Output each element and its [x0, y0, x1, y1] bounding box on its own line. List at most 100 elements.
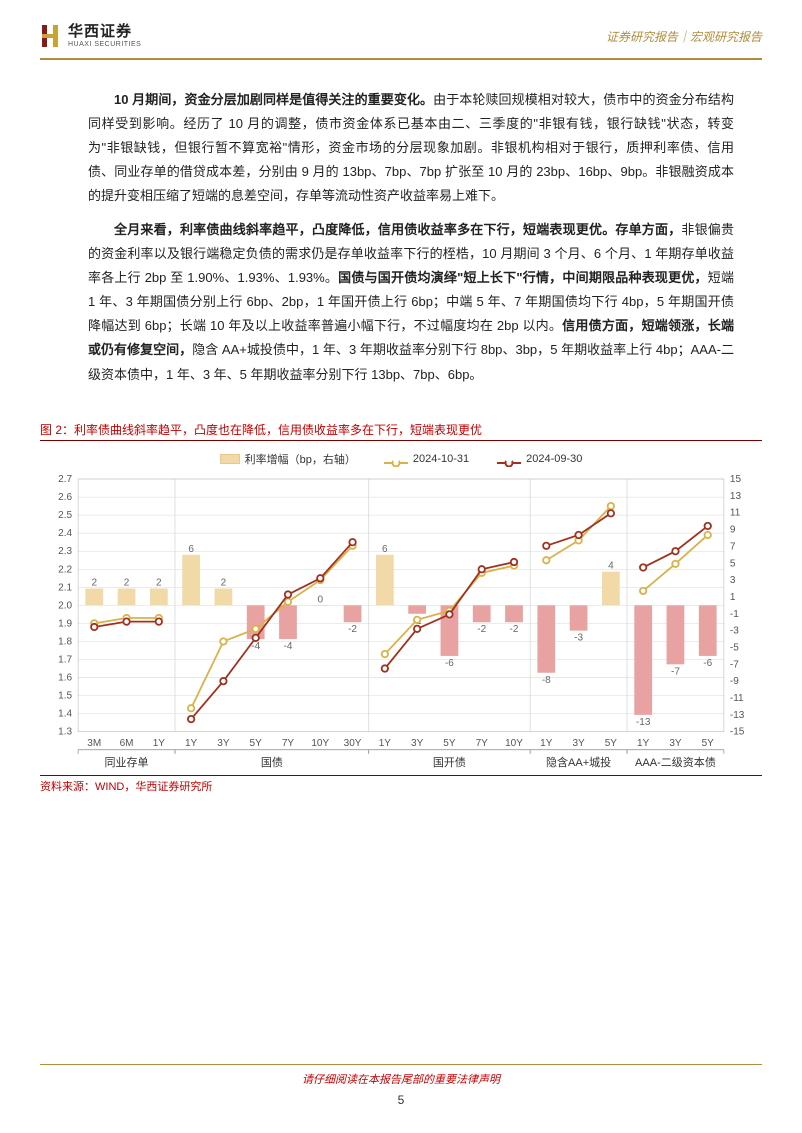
svg-text:1.4: 1.4: [58, 708, 72, 719]
svg-text:1.5: 1.5: [58, 690, 72, 701]
svg-text:1.6: 1.6: [58, 672, 72, 683]
svg-text:-13: -13: [730, 709, 745, 720]
svg-text:2: 2: [156, 577, 162, 588]
chart-svg: 22262-4-40-26-1-6-2-2-8-34-13-7-61.31.41…: [40, 473, 762, 774]
svg-text:11: 11: [730, 507, 741, 518]
svg-text:同业存单: 同业存单: [105, 754, 149, 768]
svg-text:2: 2: [124, 577, 130, 588]
svg-text:3: 3: [730, 575, 736, 586]
svg-text:5Y: 5Y: [443, 737, 456, 748]
svg-text:7Y: 7Y: [476, 737, 489, 748]
legend-bar: 利率增幅（bp，右轴）: [220, 451, 356, 467]
svg-text:国开债: 国开债: [433, 754, 466, 768]
svg-text:2.0: 2.0: [58, 600, 72, 611]
svg-text:-4: -4: [284, 641, 293, 652]
svg-text:13: 13: [730, 490, 742, 501]
svg-text:0: 0: [317, 594, 323, 605]
svg-text:1.7: 1.7: [58, 654, 72, 665]
p1-rest: 由于本轮赎回规模相对较大，债市中的资金分布结构同样受到影响。经历了 10 月的调…: [88, 92, 734, 203]
svg-text:-9: -9: [730, 676, 739, 687]
svg-text:3Y: 3Y: [669, 737, 682, 748]
svg-text:6M: 6M: [120, 737, 134, 748]
svg-text:1Y: 1Y: [637, 737, 650, 748]
svg-text:1Y: 1Y: [185, 737, 198, 748]
logo-en-text: HUAXI SECURITIES: [68, 41, 141, 48]
svg-text:1Y: 1Y: [540, 737, 553, 748]
svg-text:-3: -3: [730, 625, 739, 636]
footer-page-number: 5: [0, 1093, 802, 1107]
body-text: 10 月期间，资金分层加剧同样是值得关注的重要变化。由于本轮赎回规模相对较大，债…: [0, 60, 802, 415]
svg-text:1Y: 1Y: [379, 737, 392, 748]
svg-text:10Y: 10Y: [311, 737, 329, 748]
legend-line1-label: 2024-10-31: [413, 453, 469, 465]
svg-text:2.6: 2.6: [58, 492, 72, 503]
legend-line2-label: 2024-09-30: [526, 453, 582, 465]
footer-divider: [40, 1064, 762, 1065]
legend-line2-swatch: [497, 458, 521, 460]
p2-bold1: 全月来看，利率债曲线斜率趋平，凸度降低，信用债收益率多在下行，短端表现更优。存单…: [114, 222, 681, 237]
svg-text:1Y: 1Y: [153, 737, 166, 748]
svg-text:4: 4: [608, 560, 614, 571]
svg-text:-8: -8: [542, 674, 551, 685]
svg-text:-2: -2: [348, 624, 357, 635]
svg-text:2.3: 2.3: [58, 546, 72, 557]
p1-bold: 10 月期间，资金分层加剧同样是值得关注的重要变化。: [114, 92, 433, 107]
svg-text:-13: -13: [636, 716, 651, 727]
svg-text:2.2: 2.2: [58, 564, 72, 575]
svg-text:3M: 3M: [87, 737, 101, 748]
svg-text:7Y: 7Y: [282, 737, 295, 748]
svg-text:-11: -11: [730, 693, 744, 704]
svg-text:10Y: 10Y: [505, 737, 523, 748]
svg-text:2.4: 2.4: [58, 528, 72, 539]
svg-text:2.5: 2.5: [58, 510, 72, 521]
svg-text:隐含AA+城投: 隐含AA+城投: [546, 754, 611, 768]
legend-bar-label: 利率增幅（bp，右轴）: [245, 451, 356, 467]
figure-source: 资料来源：WIND，华西证券研究所: [0, 776, 802, 796]
svg-text:5: 5: [730, 558, 736, 569]
logo-cn-text: 华西证券: [68, 24, 141, 39]
svg-text:1.8: 1.8: [58, 636, 72, 647]
svg-text:2.7: 2.7: [58, 474, 72, 485]
chart-legend: 利率增幅（bp，右轴） 2024-10-31 2024-09-30: [40, 447, 762, 473]
svg-text:5Y: 5Y: [702, 737, 715, 748]
svg-text:15: 15: [730, 474, 742, 485]
svg-text:5Y: 5Y: [605, 737, 618, 748]
page-footer: 请仔细阅读在本报告尾部的重要法律声明 5: [0, 1064, 802, 1107]
svg-text:-6: -6: [445, 657, 454, 668]
figure-title: 图 2：利率债曲线斜率趋平，凸度也在降低，信用债收益率多在下行，短端表现更优: [0, 421, 802, 438]
paragraph-2: 全月来看，利率债曲线斜率趋平，凸度降低，信用债收益率多在下行，短端表现更优。存单…: [88, 218, 734, 386]
svg-text:9: 9: [730, 524, 736, 535]
svg-text:-7: -7: [730, 659, 739, 670]
svg-text:-7: -7: [671, 666, 680, 677]
svg-text:-2: -2: [510, 624, 519, 635]
logo-icon: [40, 22, 62, 50]
p2-bold2: 国债与国开债均演绎"短上长下"行情，中间期限品种表现更优，: [338, 270, 708, 285]
svg-text:2: 2: [91, 577, 97, 588]
svg-text:-3: -3: [574, 632, 583, 643]
svg-text:6: 6: [188, 543, 194, 554]
page-header: 华西证券 HUAXI SECURITIES 证券研究报告｜宏观研究报告: [0, 0, 802, 58]
legend-line2: 2024-09-30: [497, 453, 582, 465]
svg-text:3Y: 3Y: [217, 737, 230, 748]
svg-text:2: 2: [221, 577, 227, 588]
svg-text:国债: 国债: [261, 754, 283, 768]
svg-text:3Y: 3Y: [411, 737, 424, 748]
svg-text:-15: -15: [730, 726, 745, 737]
svg-text:1: 1: [730, 592, 736, 603]
svg-text:30Y: 30Y: [344, 737, 362, 748]
svg-text:-5: -5: [730, 642, 739, 653]
svg-text:-1: -1: [730, 608, 739, 619]
legend-line1: 2024-10-31: [384, 453, 469, 465]
paragraph-1: 10 月期间，资金分层加剧同样是值得关注的重要变化。由于本轮赎回规模相对较大，债…: [88, 88, 734, 208]
legend-line1-swatch: [384, 458, 408, 460]
chart-container: 利率增幅（bp，右轴） 2024-10-31 2024-09-30 2 2 2 6 2 -…: [40, 440, 762, 777]
svg-text:-6: -6: [703, 657, 712, 668]
svg-text:2.1: 2.1: [58, 582, 72, 593]
legend-bar-swatch: [220, 454, 240, 464]
footer-disclaimer: 请仔细阅读在本报告尾部的重要法律声明: [0, 1071, 802, 1087]
header-category: 证券研究报告｜宏观研究报告: [606, 28, 762, 45]
svg-text:1.3: 1.3: [58, 726, 72, 737]
svg-text:AAA-二级资本债: AAA-二级资本债: [635, 754, 716, 768]
svg-text:6: 6: [382, 543, 388, 554]
svg-text:7: 7: [730, 541, 736, 552]
